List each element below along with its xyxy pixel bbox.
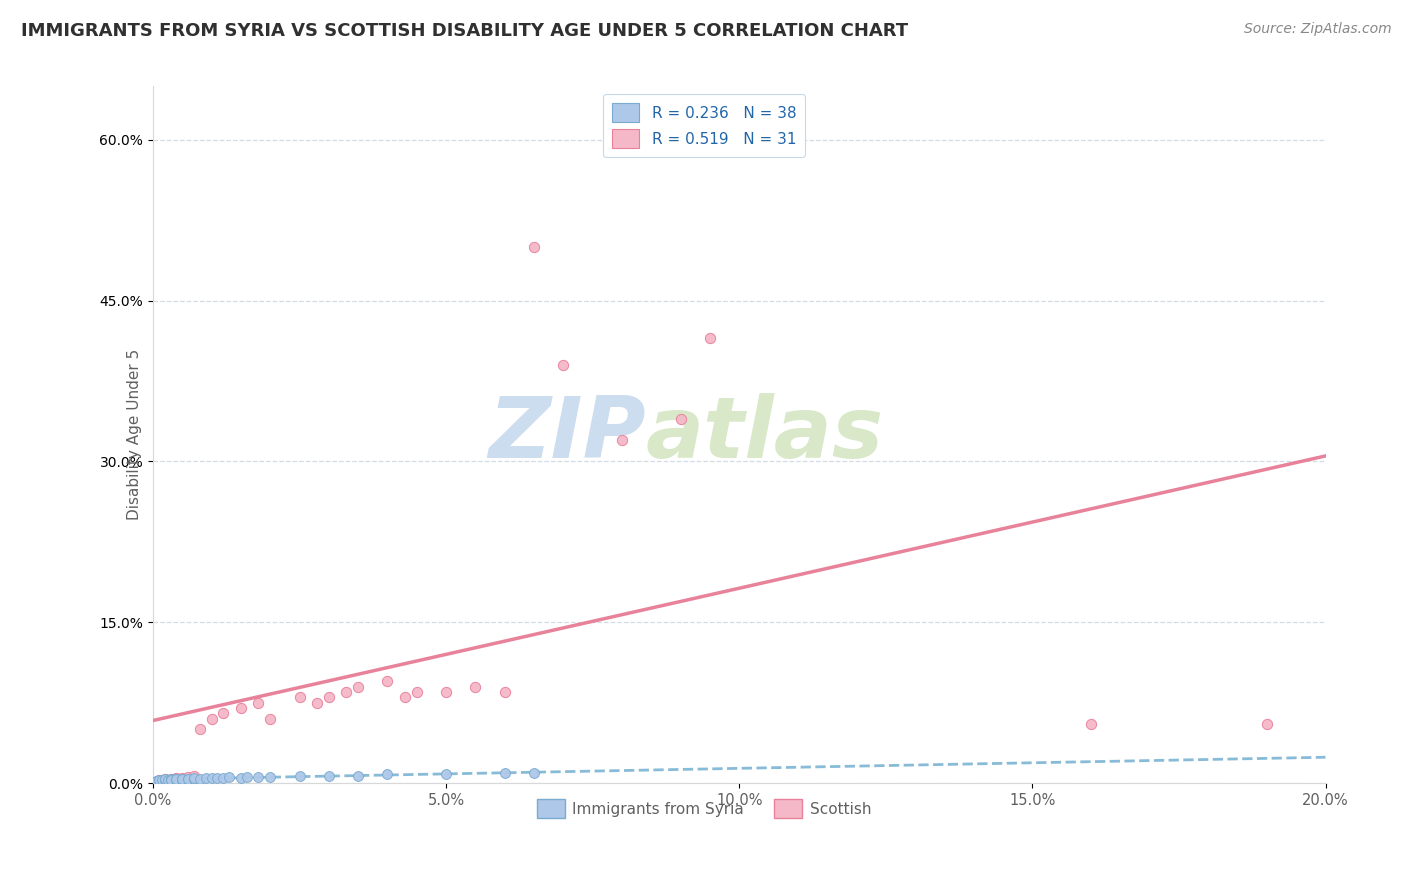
Point [434,767,457,781]
Point [188,772,211,786]
Point [377,674,399,689]
Point [318,768,340,782]
Point [699,331,721,345]
Point [212,706,235,721]
Point [212,771,235,785]
Point [523,240,546,254]
Point [153,772,176,786]
Point [347,680,370,694]
Point [153,772,176,786]
Point [377,767,399,781]
Text: IMMIGRANTS FROM SYRIA VS SCOTTISH DISABILITY AGE UNDER 5 CORRELATION CHART: IMMIGRANTS FROM SYRIA VS SCOTTISH DISABI… [21,22,908,40]
Point [148,772,170,787]
Point [188,723,211,737]
Point [434,685,457,699]
Text: Source: ZipAtlas.com: Source: ZipAtlas.com [1244,22,1392,37]
Point [207,771,229,785]
Point [347,768,370,782]
Point [153,772,176,787]
Point [247,770,270,784]
Point [1256,717,1278,731]
Point [229,771,252,785]
Point [159,772,181,787]
Point [405,685,427,699]
Point [177,770,200,784]
Point [172,772,194,787]
Point [288,690,311,705]
Point [159,772,181,787]
Point [165,772,187,787]
Point [172,772,194,786]
Point [183,771,205,785]
Point [494,685,516,699]
Point [553,358,575,372]
Point [194,771,217,785]
Point [165,772,187,786]
Point [247,696,270,710]
Point [218,770,240,784]
Point [229,701,252,715]
Point [148,772,170,787]
Point [172,771,194,785]
Point [494,766,516,780]
Point [1080,717,1102,731]
Point [165,771,187,785]
Point [318,690,340,705]
Point [394,690,416,705]
Point [669,411,692,425]
Point [183,768,205,782]
Point [172,772,194,786]
Y-axis label: Disability Age Under 5: Disability Age Under 5 [127,349,142,520]
Point [177,772,200,786]
Point [236,770,259,784]
Point [200,712,222,726]
Point [288,768,311,782]
Point [145,773,167,788]
Point [259,712,281,726]
Point [610,433,633,447]
Point [307,696,329,710]
Text: ZIP: ZIP [488,393,645,476]
Point [335,685,357,699]
Point [159,772,181,786]
Point [156,772,179,787]
Text: atlas: atlas [645,393,883,476]
Point [159,772,181,786]
Point [523,766,546,780]
Point [165,772,187,786]
Point [183,772,205,786]
Point [153,772,176,787]
Legend: Immigrants from Syria, Scottish: Immigrants from Syria, Scottish [531,793,877,824]
Point [259,770,281,784]
Point [150,772,173,787]
Point [200,771,222,785]
Point [148,772,170,787]
Point [177,772,200,786]
Point [464,680,486,694]
